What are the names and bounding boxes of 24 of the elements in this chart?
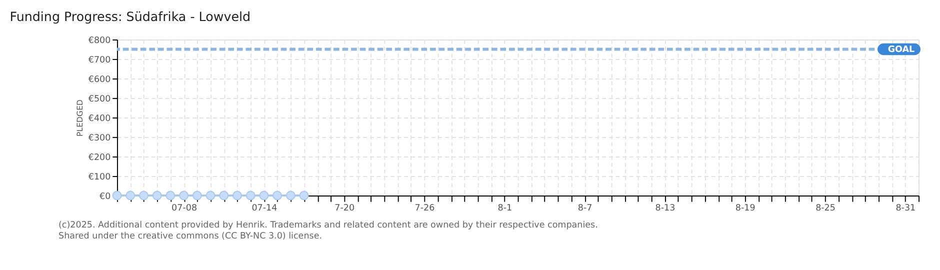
text: (c)2025. Additional content provided by Henrik. Trademarks and related content are owned by their respective companies. xyxy=(58,220,598,231)
y-tick-label: €300 xyxy=(88,133,111,144)
text: Shared under the creative commons (CC BY-NC 3.0) license. xyxy=(58,231,322,242)
chart-title: Funding Progress: Südafrika - Lowveld xyxy=(10,8,251,24)
y-tick-label: €200 xyxy=(88,152,111,163)
x-tick-label: 8-31 xyxy=(896,204,916,214)
x-tick-label: 8-7 xyxy=(578,204,592,214)
y-tick-label: €0 xyxy=(100,192,111,202)
x-tick-label: 7-20 xyxy=(334,204,355,214)
y-tick-label: €600 xyxy=(88,74,111,85)
y-tick-label: €100 xyxy=(88,172,111,182)
y-tick-label: €700 xyxy=(88,55,111,66)
x-tick-label: 8-19 xyxy=(735,204,756,214)
ref-line-label: GOAL xyxy=(888,45,916,56)
x-tick-label: 8-1 xyxy=(498,204,512,214)
x-tick-label: 07-08 xyxy=(172,204,198,214)
x-tick-label: 8-13 xyxy=(655,204,676,214)
y-tick-label: €500 xyxy=(88,94,111,104)
x-tick-label: 7-26 xyxy=(414,204,436,214)
y-tick-label: €400 xyxy=(88,114,111,124)
y-axis-title: PLEDGED xyxy=(75,99,84,136)
x-tick-label: 8-25 xyxy=(816,204,836,214)
x-tick-label: 07-14 xyxy=(252,204,278,214)
y-tick-label: €800 xyxy=(88,36,111,46)
